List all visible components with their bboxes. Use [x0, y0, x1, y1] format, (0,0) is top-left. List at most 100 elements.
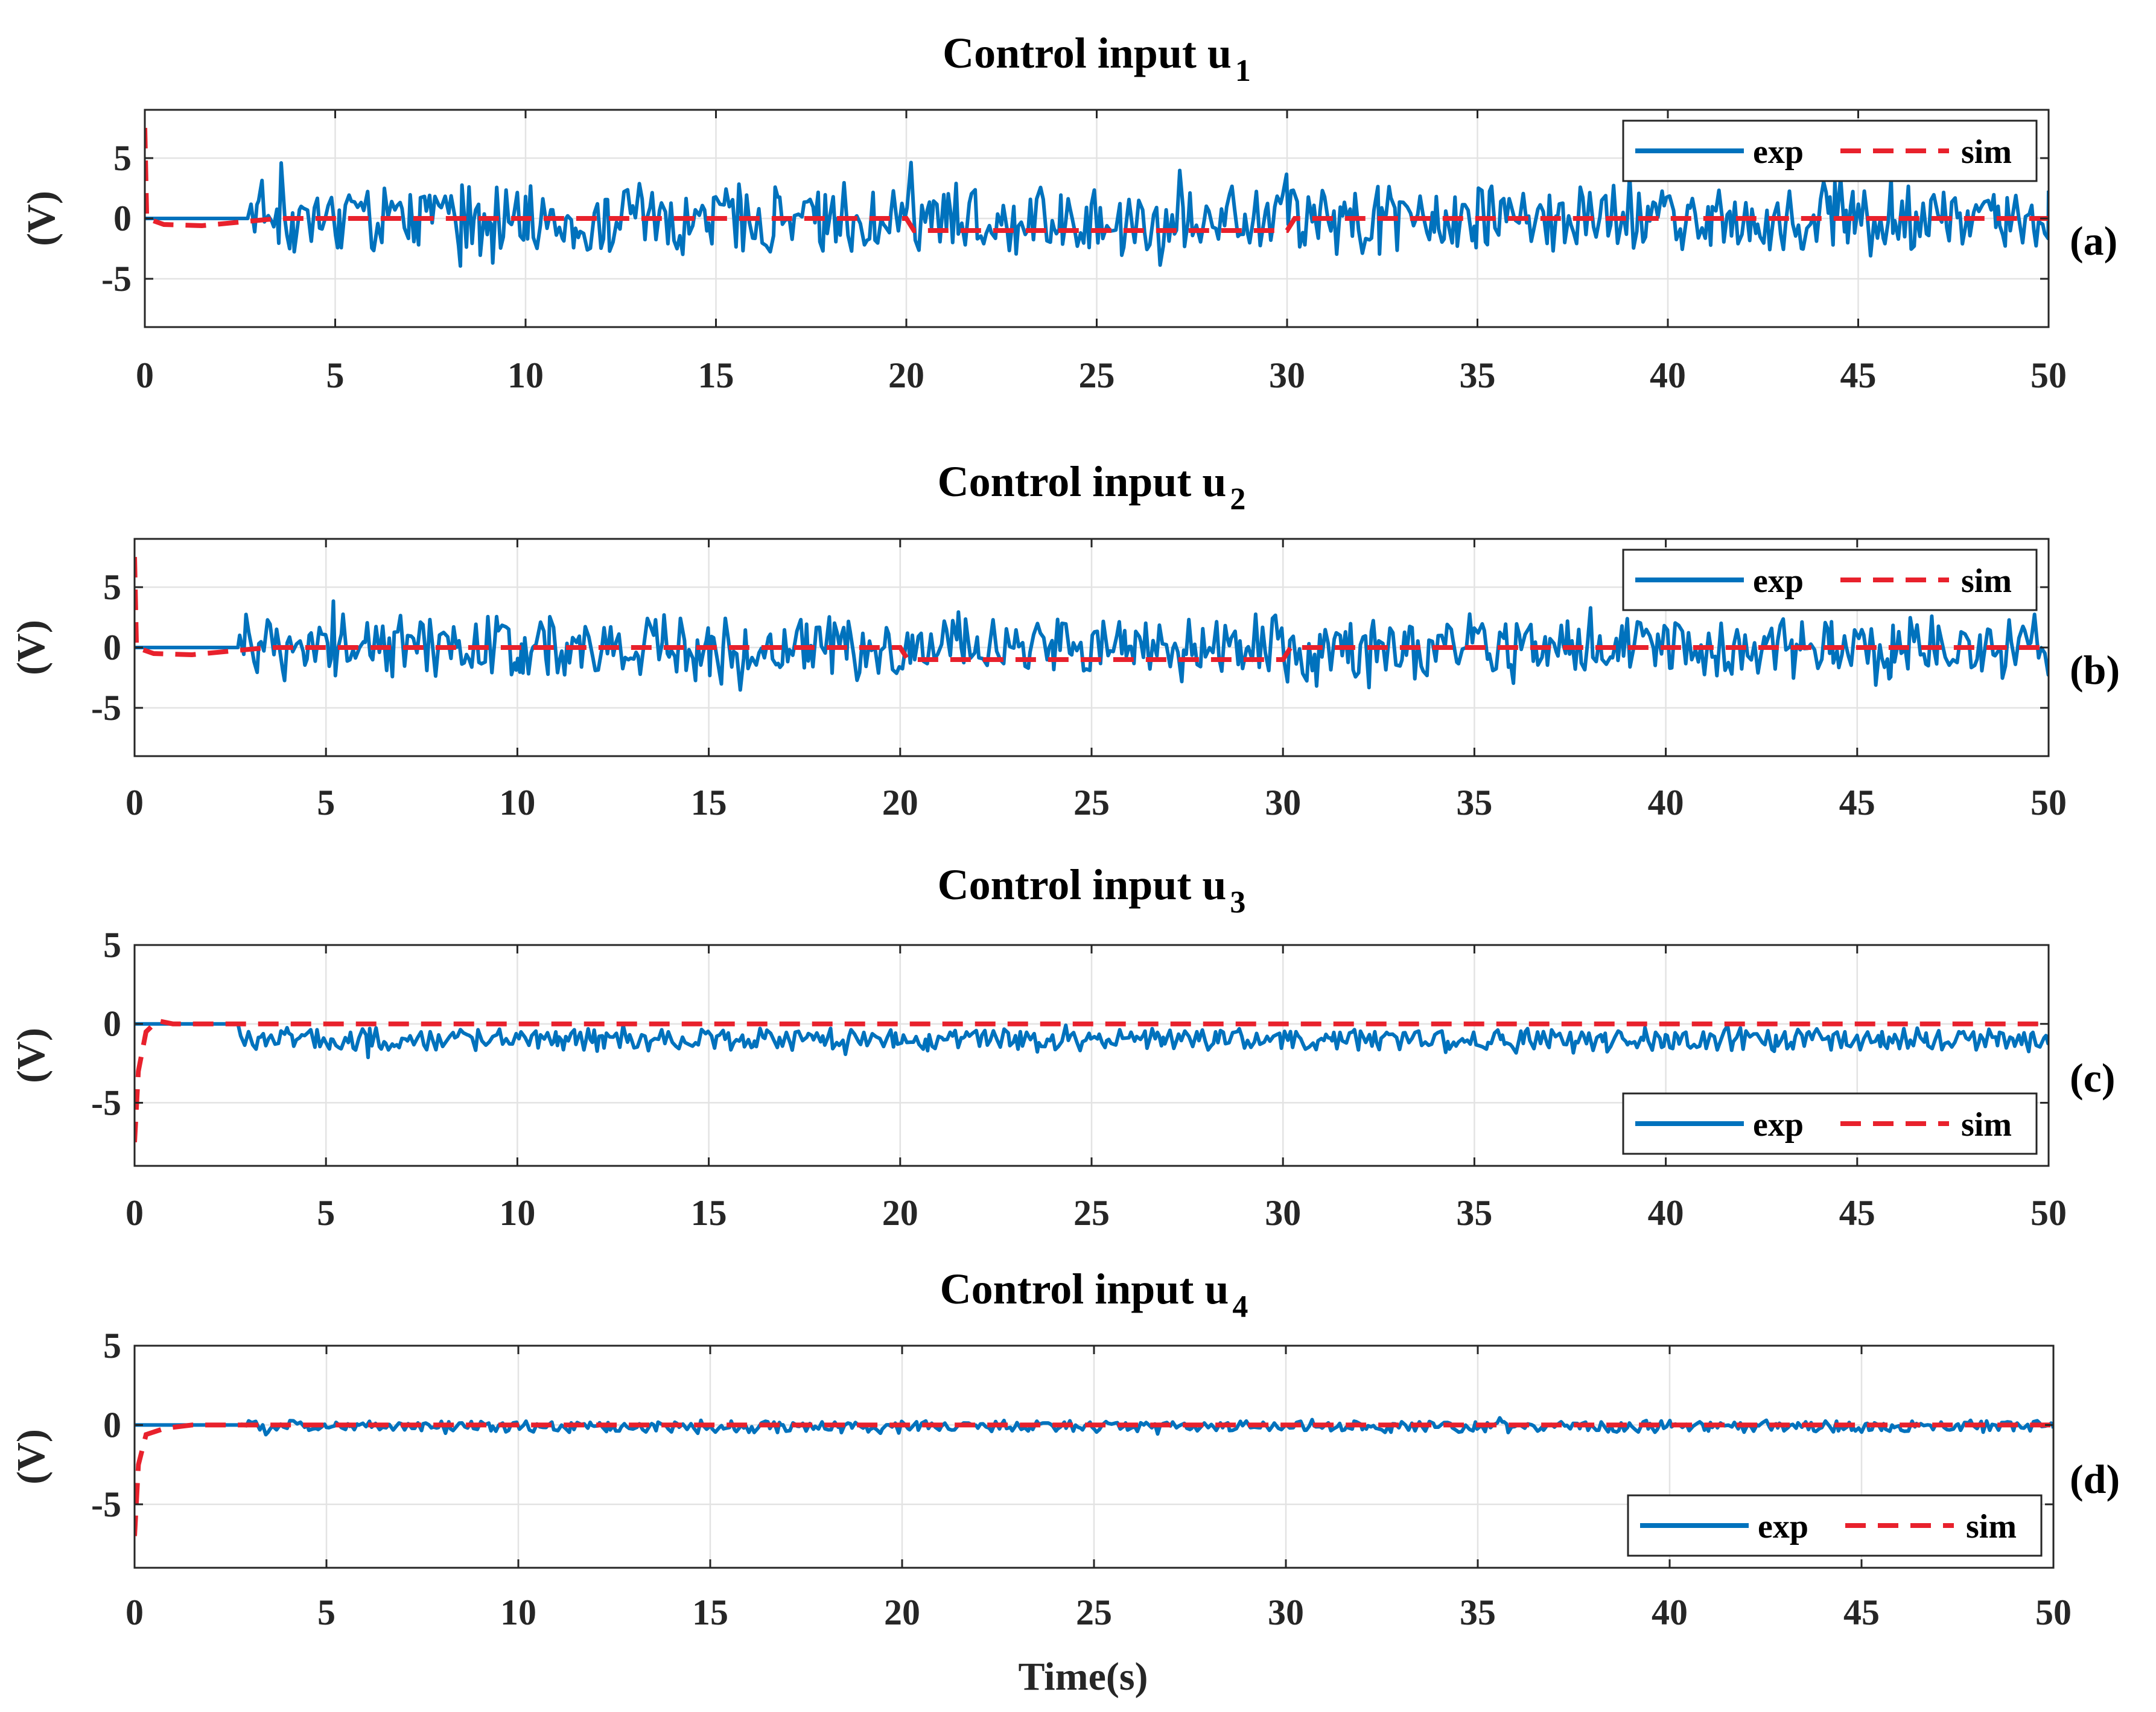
x-tick-label: 45: [1843, 1593, 1880, 1632]
x-tick-label: 30: [1268, 1593, 1304, 1632]
y-tick-label: 5: [113, 138, 132, 178]
chart-panel-1: 0 5 10 15 20 25 30 35 40 45 50 -5 0 5 (V) Control input…: [19, 29, 2117, 395]
x-tick-label: 35: [1460, 355, 1496, 395]
y-tick-label: -5: [91, 688, 121, 728]
legend-label-sim: sim: [1966, 1508, 2017, 1545]
x-tick-label: 25: [1079, 355, 1115, 395]
legend-label-sim: sim: [1961, 133, 2012, 171]
x-tick-label: 50: [2035, 1593, 2072, 1632]
x-tick-label: 5: [317, 1593, 335, 1632]
x-axis-label: Time(s): [1018, 1655, 1148, 1699]
x-tick-label: 20: [882, 783, 918, 823]
x-tick-label: 40: [1652, 1593, 1688, 1632]
legend-label-exp: exp: [1753, 133, 1804, 171]
legend-label-sim: sim: [1961, 562, 2012, 600]
legend-label-exp: exp: [1758, 1508, 1808, 1545]
y-tick-label: 0: [103, 628, 121, 667]
chart-title-main: Control input u: [938, 861, 1227, 909]
panel-tag: (c): [2070, 1055, 2115, 1101]
x-tick-label: 0: [136, 355, 154, 395]
chart-title-subscript: 1: [1235, 54, 1251, 88]
x-tick-label: 35: [1456, 783, 1492, 823]
x-tick-label: 40: [1648, 783, 1684, 823]
legend: exp sim: [1622, 549, 2038, 611]
x-tick-label: 35: [1456, 1193, 1492, 1233]
plot-area: [135, 1018, 2049, 1143]
x-tick-label: 30: [1265, 1193, 1301, 1233]
chart-title-subscript: 4: [1232, 1290, 1248, 1324]
legend-label-exp: exp: [1753, 562, 1804, 600]
chart-title-main: Control input u: [940, 1265, 1229, 1313]
x-tick-label: 50: [2030, 355, 2067, 395]
x-tick-label: 25: [1076, 1593, 1112, 1632]
chart-title-subscript: 3: [1230, 885, 1245, 920]
chart-panels: 0 5 10 15 20 25 30 35 40 45 50-505(V)Control input…: [9, 29, 2120, 1632]
panel-tag: (a): [2070, 218, 2117, 264]
x-tick-label: 10: [499, 783, 535, 823]
series-line-exp: [135, 599, 2049, 692]
x-tick-label: 50: [2030, 783, 2067, 823]
x-tick-label: 0: [126, 1193, 144, 1233]
x-tick-label: 50: [2030, 1193, 2067, 1233]
legend-label-sim: sim: [1961, 1106, 2012, 1144]
plot-area: [135, 556, 2049, 692]
x-tick-label: 15: [691, 1193, 727, 1233]
y-tick-label: 5: [103, 925, 121, 965]
x-tick-label: 10: [500, 1593, 536, 1632]
x-tick-label: 25: [1073, 1193, 1110, 1233]
x-tick-label: 40: [1648, 1193, 1684, 1233]
x-tick-label: 45: [1839, 1193, 1875, 1233]
x-tick-label: 15: [692, 1593, 728, 1632]
chart-panel-4: 0 5 10 15 20 25 30 35 40 45 50 -5 0 5 (V) Control input…: [9, 1265, 2120, 1632]
y-tick-label: -5: [91, 1083, 121, 1122]
x-tick-label: 40: [1650, 355, 1686, 395]
x-tick-label: 0: [126, 783, 144, 823]
legend-label-exp: exp: [1753, 1106, 1804, 1144]
legend: exp sim: [1622, 1092, 2038, 1155]
x-tick-label: 5: [326, 355, 345, 395]
x-tick-label: 45: [1840, 355, 1877, 395]
y-tick-label: -5: [101, 259, 132, 299]
y-tick-label: 5: [103, 1326, 121, 1366]
y-axis-label: (V): [9, 1028, 53, 1083]
x-tick-label: 20: [882, 1193, 918, 1233]
x-tick-label: 30: [1265, 783, 1301, 823]
y-tick-label: 0: [103, 1004, 121, 1044]
y-axis-label: (V): [19, 191, 63, 246]
x-tick-label: 20: [884, 1593, 920, 1632]
series-line-exp: [135, 1022, 2049, 1060]
series-line-sim: [145, 127, 2049, 233]
y-tick-label: 5: [103, 567, 121, 607]
x-tick-label: 25: [1073, 783, 1110, 823]
series-line-sim: [135, 1422, 2053, 1536]
x-tick-label: 15: [698, 355, 734, 395]
chart-panel-3: 0 5 10 15 20 25 30 35 40 45 50 -5 0 5 (V) Control input…: [9, 861, 2115, 1233]
chart-title-subscript: 2: [1230, 482, 1245, 517]
series-line-sim: [135, 556, 2049, 662]
x-tick-label: 5: [317, 783, 335, 823]
legend: exp sim: [1627, 1494, 2043, 1557]
y-axis-label: (V): [9, 1429, 53, 1484]
x-tick-label: 0: [126, 1593, 144, 1632]
x-tick-label: 45: [1839, 783, 1875, 823]
chart-title-main: Control input u: [938, 457, 1227, 506]
x-tick-label: 10: [507, 355, 544, 395]
panel-tag: (b): [2070, 647, 2120, 693]
y-tick-label: 0: [103, 1405, 121, 1445]
x-tick-label: 30: [1269, 355, 1305, 395]
legend: exp sim: [1622, 119, 2038, 182]
x-tick-label: 20: [888, 355, 924, 395]
x-tick-label: 35: [1460, 1593, 1496, 1632]
y-tick-label: 0: [113, 199, 132, 238]
y-axis-label: (V): [9, 620, 53, 675]
x-tick-label: 10: [499, 1193, 535, 1233]
chart-panel-2: 0 5 10 15 20 25 30 35 40 45 50 -5 0 5 (V) Control input…: [9, 457, 2120, 823]
panel-tag: (d): [2070, 1456, 2120, 1502]
y-tick-label: -5: [91, 1484, 121, 1524]
x-tick-label: 5: [317, 1193, 335, 1233]
